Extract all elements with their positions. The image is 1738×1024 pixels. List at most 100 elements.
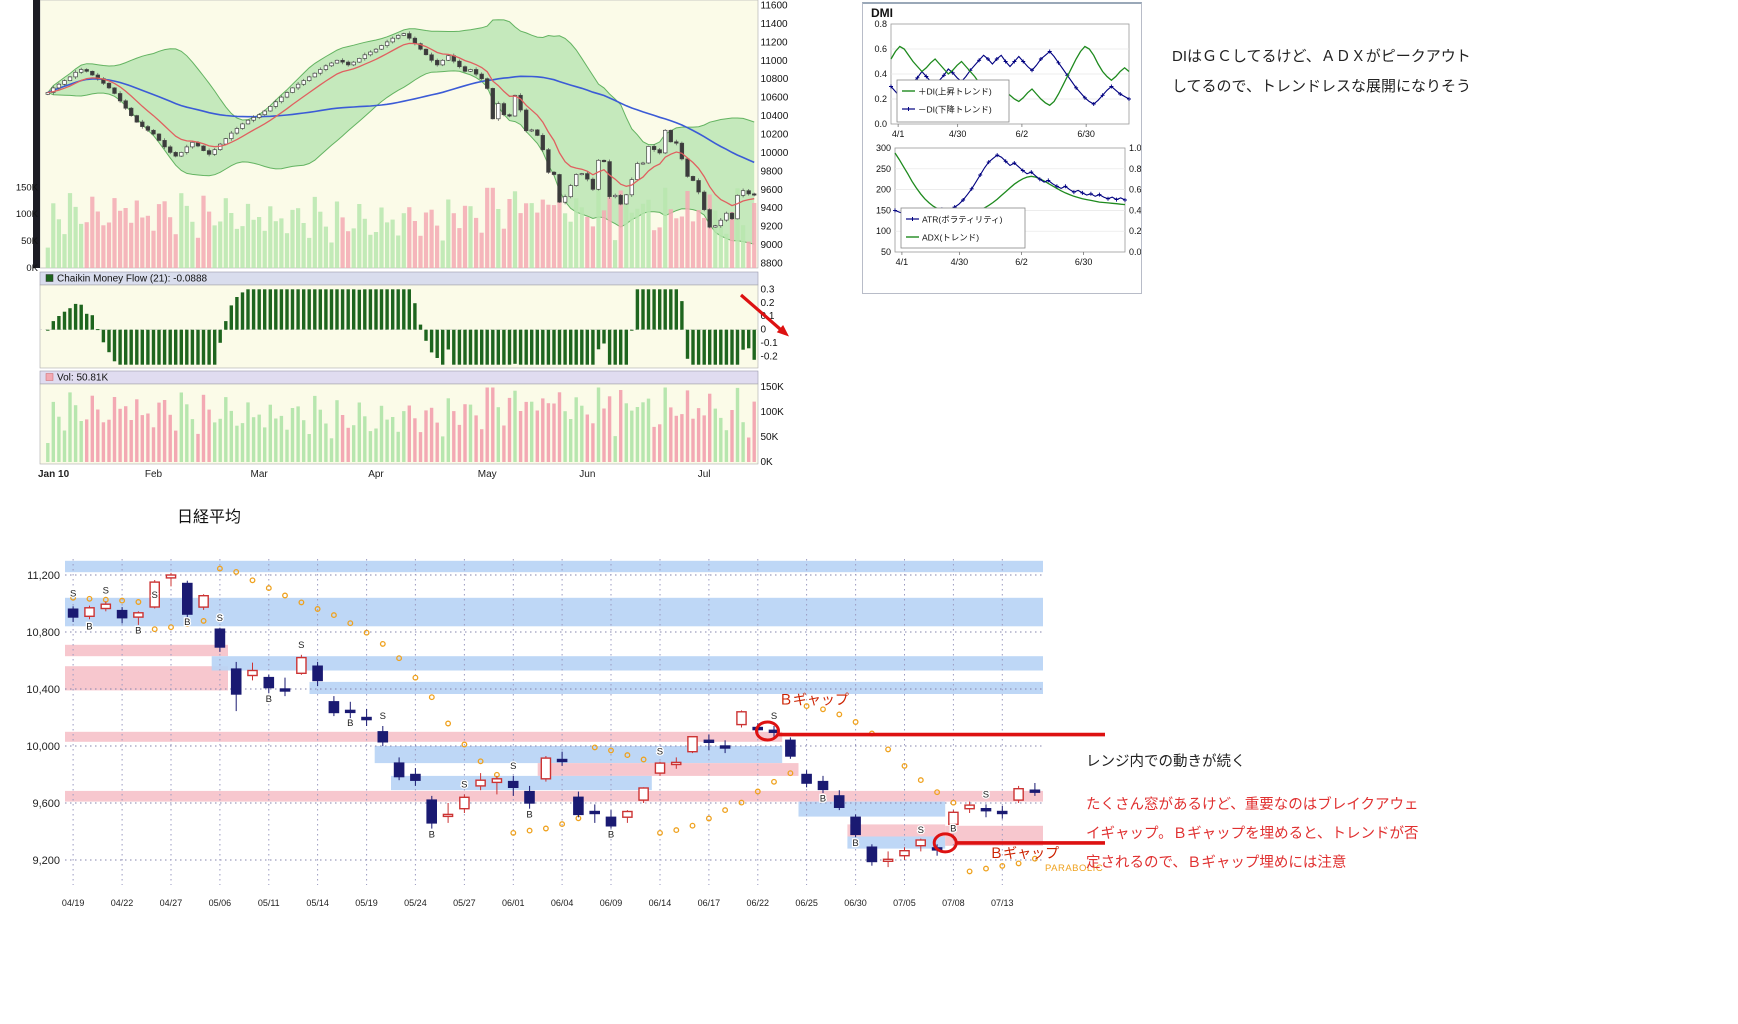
svg-text:9400: 9400 [761,203,784,214]
gap-band-layer [65,560,1043,849]
svg-text:0K: 0K [761,457,774,468]
svg-text:11600: 11600 [761,1,789,12]
dmi-comment-line2: してるので、トレンドレスな展開になりそう [1172,78,1471,95]
left-spine [33,0,40,268]
svg-text:06/30: 06/30 [844,898,867,908]
svg-text:Vol: 50.81K: Vol: 50.81K [57,373,108,384]
svg-text:-0.1: -0.1 [761,338,779,349]
svg-text:150K: 150K [16,182,39,193]
svg-text:S: S [217,613,223,624]
nikkei-candlestick-chart: 11,200 10,800 10,400 10,000 9,600 9,200 04/19 0… [26,559,1105,908]
svg-text:B: B [429,829,435,840]
svg-text:S: S [298,640,304,651]
dmi-panel-title: DMI [871,6,893,20]
svg-text:05/27: 05/27 [453,898,476,908]
svg-text:06/01: 06/01 [502,898,525,908]
atr-adx-line-chart: 300 250 200 150 100 50 1.0 0.8 0.6 0.4 0.2 0.0 4/1 4/… [876,144,1141,267]
svg-text:6/2: 6/2 [1015,257,1028,267]
svg-text:100K: 100K [761,407,785,418]
svg-text:May: May [478,469,497,480]
range-comment: レンジ内での動きが続く たくさん窓があるけど、重要なのはブレイクアウェ イギャッ… [1086,748,1446,878]
svg-text:Apr: Apr [368,469,384,480]
svg-text:B: B [950,824,956,835]
price-axis-labels: 8800 9000 9200 9400 9600 9800 10000 10200 10400 1… [16,1,789,275]
svg-text:-0.2: -0.2 [761,352,779,363]
svg-text:05/06: 05/06 [209,898,232,908]
month-axis-labels: Jan 10 Feb Mar Apr May Jun Jul [38,469,711,480]
svg-text:PARABOLIC: PARABOLIC [1045,863,1103,874]
svg-text:Feb: Feb [145,469,163,480]
svg-text:B: B [266,694,272,705]
svg-text:06/25: 06/25 [795,898,818,908]
svg-text:9600: 9600 [761,185,784,196]
dmi-panel: DMI 0.8 0.6 0.4 0.2 0.0 4/1 4/30 6/2 6/30 ＋DI(上昇ト… [862,2,1142,294]
svg-text:250: 250 [876,164,891,174]
svg-text:9800: 9800 [761,166,784,177]
svg-text:10,800: 10,800 [26,627,60,639]
gap-annotation-layer: Ｂギャップ Ｂギャップ [755,692,1105,861]
svg-text:Chaikin Money Flow (21): -0.08: Chaikin Money Flow (21): -0.0888 [57,274,208,285]
signal-marker-layer: S B S B S B S B S B S B S S B B S S B B S B S [69,584,991,850]
dmi-comment-line1: DIはＧＣしてるけど、ＡＤＸがピークアウト [1172,48,1471,65]
svg-text:10,400: 10,400 [26,684,60,696]
svg-text:0.3: 0.3 [761,284,775,295]
svg-text:Jan 10: Jan 10 [38,469,70,480]
svg-text:0.8: 0.8 [874,20,887,29]
di-legend: ＋DI(上昇トレンド) －DI(下降トレンド) [896,79,1010,123]
svg-text:06/17: 06/17 [698,898,721,908]
red-arrow-annotation [739,293,789,337]
svg-text:B: B [135,626,141,637]
svg-text:50: 50 [881,247,891,257]
svg-text:150: 150 [876,205,891,215]
svg-text:10200: 10200 [761,130,789,141]
svg-text:B: B [184,617,190,628]
svg-text:1.0: 1.0 [1129,144,1141,153]
cmf-pane: Chaikin Money Flow (21): -0.08880.30.20.… [39,271,779,369]
svg-text:11400: 11400 [761,19,789,30]
svg-text:6/2: 6/2 [1016,129,1029,139]
svg-text:200: 200 [876,185,891,195]
vol-pane: Vol: 50.81K 150K 100K 50K 0K [39,370,785,468]
svg-text:B: B [852,838,858,849]
svg-text:4/30: 4/30 [949,129,967,139]
nikkei-chart-title: 日経平均 [177,509,242,526]
svg-text:B: B [608,829,614,840]
svg-text:05/19: 05/19 [355,898,378,908]
candle-layer [67,572,1041,868]
svg-text:S: S [657,747,663,758]
svg-text:0K: 0K [26,263,38,274]
svg-text:＋DI(上昇トレンド): ＋DI(上昇トレンド) [918,87,992,97]
svg-text:0.6: 0.6 [874,44,887,54]
range-comment-lead: レンジ内での動きが続く [1086,754,1246,770]
di-line-chart: 0.8 0.6 0.4 0.2 0.0 4/1 4/30 6/2 6/30 ＋DI(上昇トレンド)… [874,20,1131,139]
svg-text:04/19: 04/19 [62,898,85,908]
svg-text:0.2: 0.2 [761,298,775,309]
svg-text:Mar: Mar [251,469,269,480]
svg-text:05/14: 05/14 [306,898,329,908]
svg-text:50K: 50K [21,236,39,247]
svg-text:100K: 100K [16,209,39,220]
svg-text:B: B [86,621,92,632]
svg-text:300: 300 [876,144,891,153]
atr-legend: ATR(ボラティリティ) ADX(トレンド) [900,207,1026,249]
svg-text:05/24: 05/24 [404,898,427,908]
svg-text:S: S [70,589,76,600]
svg-text:05/11: 05/11 [258,898,280,908]
svg-text:50K: 50K [761,432,779,443]
svg-text:10400: 10400 [761,111,789,122]
svg-text:07/13: 07/13 [991,898,1014,908]
svg-text:S: S [771,711,777,722]
svg-text:0.2: 0.2 [1129,226,1141,236]
svg-text:0.2: 0.2 [874,94,887,104]
svg-text:06/22: 06/22 [746,898,769,908]
svg-text:8800: 8800 [761,259,784,270]
svg-text:10600: 10600 [761,93,789,104]
svg-text:4/1: 4/1 [892,129,905,139]
svg-text:B: B [347,718,353,729]
svg-text:0.4: 0.4 [874,69,887,79]
svg-text:9,200: 9,200 [32,855,60,867]
svg-text:10800: 10800 [761,74,789,85]
svg-text:11200: 11200 [761,37,789,48]
svg-text:0.0: 0.0 [874,119,887,129]
